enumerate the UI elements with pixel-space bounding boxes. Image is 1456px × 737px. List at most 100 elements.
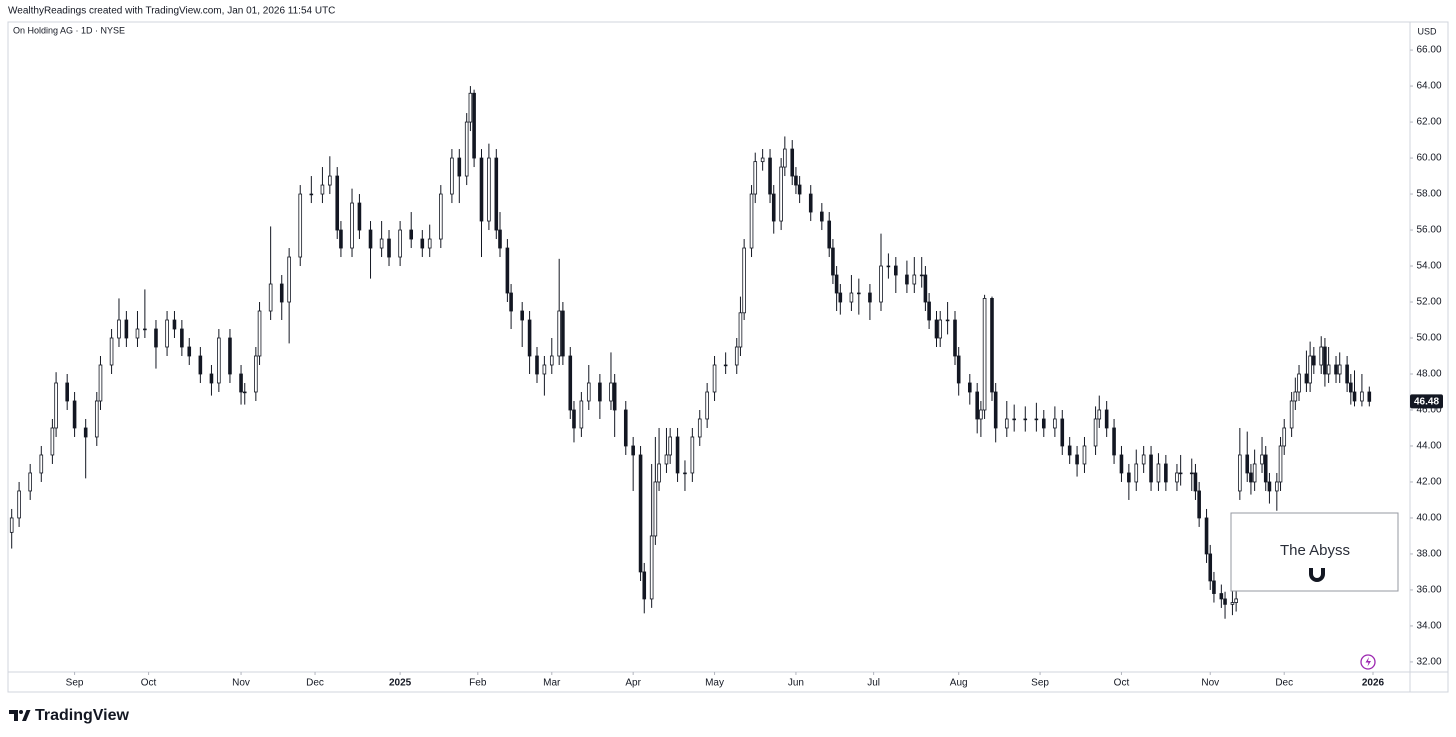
- candle-body: [1060, 418, 1065, 447]
- candle-body: [1119, 454, 1124, 474]
- y-tick-label: 48.00: [1416, 369, 1441, 380]
- candle-body: [609, 382, 613, 402]
- candle-body: [768, 157, 772, 195]
- candle-body: [1323, 346, 1327, 375]
- candle-body: [868, 292, 872, 303]
- candle-body: [39, 454, 44, 474]
- x-tick-label: Oct: [141, 678, 157, 689]
- x-tick-label: Apr: [625, 678, 641, 689]
- header-text: WealthyReadings created with TradingView…: [8, 6, 335, 17]
- candle-body: [919, 274, 924, 277]
- candle-body: [9, 517, 14, 533]
- candle-body: [760, 157, 765, 163]
- x-tick-label: 2025: [389, 678, 412, 689]
- candle-body: [154, 328, 158, 348]
- x-tick-label: Aug: [950, 678, 968, 689]
- x-tick-label: 2026: [1362, 678, 1385, 689]
- candle-body: [690, 436, 695, 474]
- candle-body: [945, 319, 950, 322]
- y-tick-label: 44.00: [1416, 441, 1441, 452]
- candle-body: [783, 148, 787, 168]
- candle-body: [1075, 454, 1079, 465]
- candle-body: [309, 193, 314, 196]
- candle-body: [1097, 409, 1102, 420]
- candle-body: [350, 202, 354, 249]
- candle-body: [368, 229, 373, 249]
- candle-body: [1308, 355, 1312, 384]
- lightning-circle[interactable]: [1360, 654, 1376, 670]
- candle-body: [1175, 472, 1179, 483]
- x-tick-label: Jun: [788, 678, 804, 689]
- y-tick-label: 66.00: [1416, 45, 1441, 56]
- chart-title: On Holding AG · 1D · NYSE: [13, 25, 125, 35]
- candle-body: [820, 211, 824, 222]
- y-tick-label: 62.00: [1416, 117, 1441, 128]
- candle-body: [1012, 418, 1016, 421]
- candle-body: [905, 274, 909, 285]
- candle-body: [1023, 418, 1028, 421]
- candle-body: [1104, 409, 1109, 429]
- candle-body: [1245, 454, 1250, 474]
- candle-body: [298, 193, 303, 258]
- candle-body: [675, 436, 680, 474]
- candle-body: [124, 319, 129, 339]
- candle-body: [612, 382, 617, 411]
- candle-body: [17, 490, 21, 519]
- plot: 32.00 34.00 36.00 38.00 40.00 42.00 44.00 46.00…: [9, 45, 1443, 689]
- x-tick-label: Dec: [1275, 678, 1293, 689]
- last-price-label: 46.48: [1414, 396, 1439, 407]
- candle-body: [172, 319, 177, 330]
- candle-body: [1238, 454, 1242, 492]
- footer-text[interactable]: TradingView: [35, 707, 130, 724]
- y-tick-label: 56.00: [1416, 225, 1441, 236]
- candle-body: [557, 310, 561, 357]
- candle-body: [1345, 364, 1349, 384]
- y-tick-label: 52.00: [1416, 297, 1441, 308]
- candle-body: [561, 310, 565, 357]
- candle-body: [1334, 364, 1338, 375]
- last-price-box: [1410, 394, 1443, 409]
- candle-body: [109, 337, 114, 366]
- candle-body: [549, 355, 554, 366]
- magnet-icon: [1309, 568, 1325, 582]
- candle-body: [328, 175, 332, 186]
- candle-body: [1360, 391, 1364, 402]
- candle-body: [779, 166, 783, 222]
- candle-body: [938, 319, 943, 339]
- annotation-text: The Abyss: [1280, 542, 1350, 559]
- y-tick-label: 42.00: [1416, 477, 1441, 488]
- logo-mark[interactable]: [9, 710, 31, 721]
- logo-dot[interactable]: [19, 710, 23, 714]
- candle-body: [217, 337, 221, 384]
- x-tick-label: Feb: [469, 678, 487, 689]
- lightning-icon[interactable]: [1360, 654, 1376, 670]
- candle-body: [1204, 517, 1209, 555]
- candle-body: [1223, 598, 1227, 605]
- candle-body: [135, 328, 140, 339]
- candle-body: [927, 301, 931, 321]
- candle-body: [472, 92, 476, 159]
- candle-body: [239, 373, 243, 393]
- candle-body: [279, 283, 284, 303]
- candle-body: [1267, 481, 1272, 492]
- candle-body: [1263, 454, 1268, 483]
- candle-body: [1189, 472, 1194, 475]
- x-tick-label: Nov: [232, 678, 250, 689]
- candle-body: [257, 310, 262, 357]
- candle-body: [697, 418, 702, 438]
- candle-body: [1297, 373, 1301, 393]
- candle-body: [228, 337, 232, 375]
- y-tick-label: 32.00: [1416, 657, 1441, 668]
- footer-logo[interactable]: TradingView: [9, 707, 130, 724]
- candle-body: [165, 319, 169, 348]
- candle-body: [749, 193, 754, 249]
- candle-body: [242, 391, 247, 394]
- lightning-bolt[interactable]: [1365, 657, 1372, 667]
- candle-body: [254, 355, 258, 393]
- y-tick-label: 60.00: [1416, 153, 1441, 164]
- annotation-box: The Abyss: [1230, 512, 1399, 592]
- candle-body: [1260, 454, 1264, 465]
- candle-body: [753, 161, 758, 195]
- candle-body: [834, 274, 839, 294]
